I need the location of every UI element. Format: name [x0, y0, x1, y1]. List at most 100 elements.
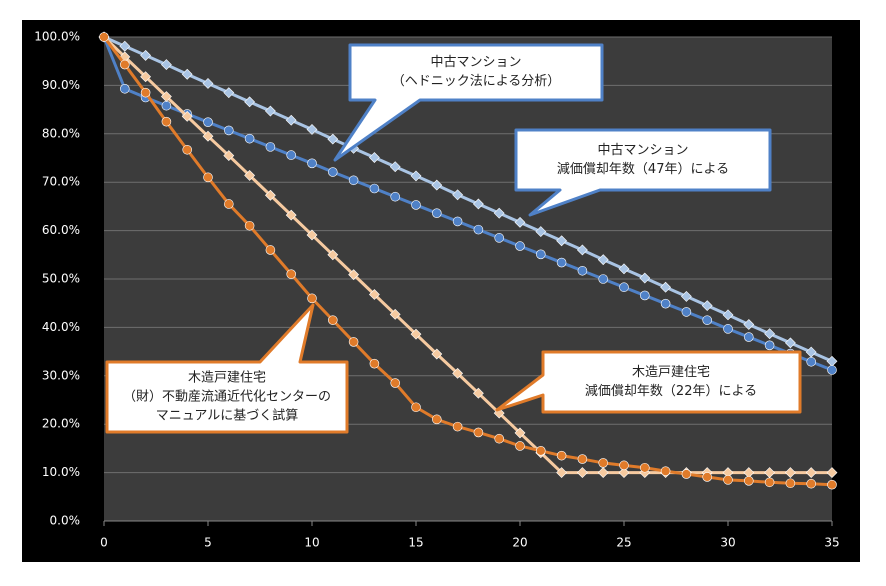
point	[784, 467, 796, 479]
y-tick-label: 40.0%	[42, 320, 80, 334]
x-tick-label: 20	[512, 536, 527, 550]
point	[660, 466, 671, 476]
point	[410, 328, 422, 340]
point	[515, 441, 525, 451]
point	[244, 220, 255, 231]
point	[473, 224, 484, 235]
point	[743, 476, 754, 486]
point	[577, 265, 588, 276]
point	[556, 257, 567, 268]
point	[826, 467, 838, 479]
point	[244, 133, 255, 144]
callout-text: 中古マンション	[597, 143, 688, 158]
callout-box	[105, 303, 349, 434]
point	[680, 290, 692, 302]
point	[307, 293, 317, 304]
point	[472, 198, 484, 210]
point	[494, 433, 505, 444]
point	[556, 450, 567, 461]
point	[681, 469, 692, 479]
point	[120, 59, 130, 70]
point	[161, 100, 172, 111]
point	[285, 209, 297, 221]
point	[535, 446, 546, 456]
point	[743, 319, 755, 330]
point	[619, 460, 629, 471]
point	[723, 475, 733, 485]
point	[723, 324, 733, 334]
point	[264, 189, 276, 201]
callout-box	[333, 43, 604, 162]
point	[265, 245, 276, 255]
callout-text: 中古マンション	[430, 55, 521, 70]
point	[494, 233, 505, 243]
y-tick-label: 20.0%	[42, 417, 80, 431]
point	[701, 300, 713, 312]
point	[120, 83, 130, 94]
y-tick-label: 50.0%	[42, 272, 80, 286]
point	[597, 467, 609, 479]
point	[452, 367, 464, 379]
callout-text: 減価償却年数（22年）による	[585, 383, 757, 399]
point	[140, 71, 152, 83]
point	[202, 78, 214, 89]
point	[244, 169, 256, 181]
point	[327, 315, 338, 325]
callout-text: （ヘドニック法による分析）	[392, 74, 561, 89]
point	[411, 402, 421, 413]
point	[639, 290, 650, 301]
point	[181, 68, 193, 80]
point	[806, 356, 817, 367]
point	[224, 199, 234, 209]
point	[203, 172, 213, 183]
x-tick-label: 35	[824, 536, 839, 550]
point	[764, 340, 775, 351]
point	[618, 467, 630, 479]
point	[244, 96, 256, 108]
point	[286, 269, 297, 279]
point	[639, 462, 650, 473]
y-tick-label: 60.0%	[42, 223, 80, 237]
point	[264, 105, 276, 117]
point	[390, 191, 401, 202]
y-tick-label: 70.0%	[42, 175, 80, 189]
point	[452, 189, 464, 201]
point	[452, 421, 463, 432]
point	[806, 478, 817, 489]
point	[660, 298, 671, 309]
x-tick-label: 30	[720, 536, 735, 550]
point	[348, 175, 359, 186]
y-tick-label: 0.0%	[50, 514, 81, 528]
point	[182, 144, 192, 155]
point	[743, 332, 754, 342]
callout: 中古マンション （ヘドニック法による分析）	[333, 43, 604, 162]
point	[140, 87, 151, 98]
point	[702, 472, 713, 482]
point	[224, 125, 234, 136]
point	[202, 130, 214, 142]
point	[203, 117, 213, 127]
point	[306, 124, 318, 135]
point	[431, 208, 442, 218]
point	[285, 114, 297, 126]
x-tick-label: 25	[616, 536, 631, 550]
point	[160, 91, 172, 102]
point	[223, 150, 235, 162]
point	[452, 216, 463, 227]
point	[369, 358, 380, 369]
point	[307, 158, 317, 169]
point	[702, 315, 713, 325]
point	[598, 458, 609, 468]
point	[327, 133, 339, 145]
point	[306, 229, 318, 241]
point	[785, 478, 796, 489]
callout-text: 木造戸建住宅	[632, 365, 710, 380]
x-tick-label: 10	[304, 536, 319, 550]
point	[473, 427, 484, 438]
callout-box	[495, 350, 802, 414]
point	[327, 249, 339, 261]
